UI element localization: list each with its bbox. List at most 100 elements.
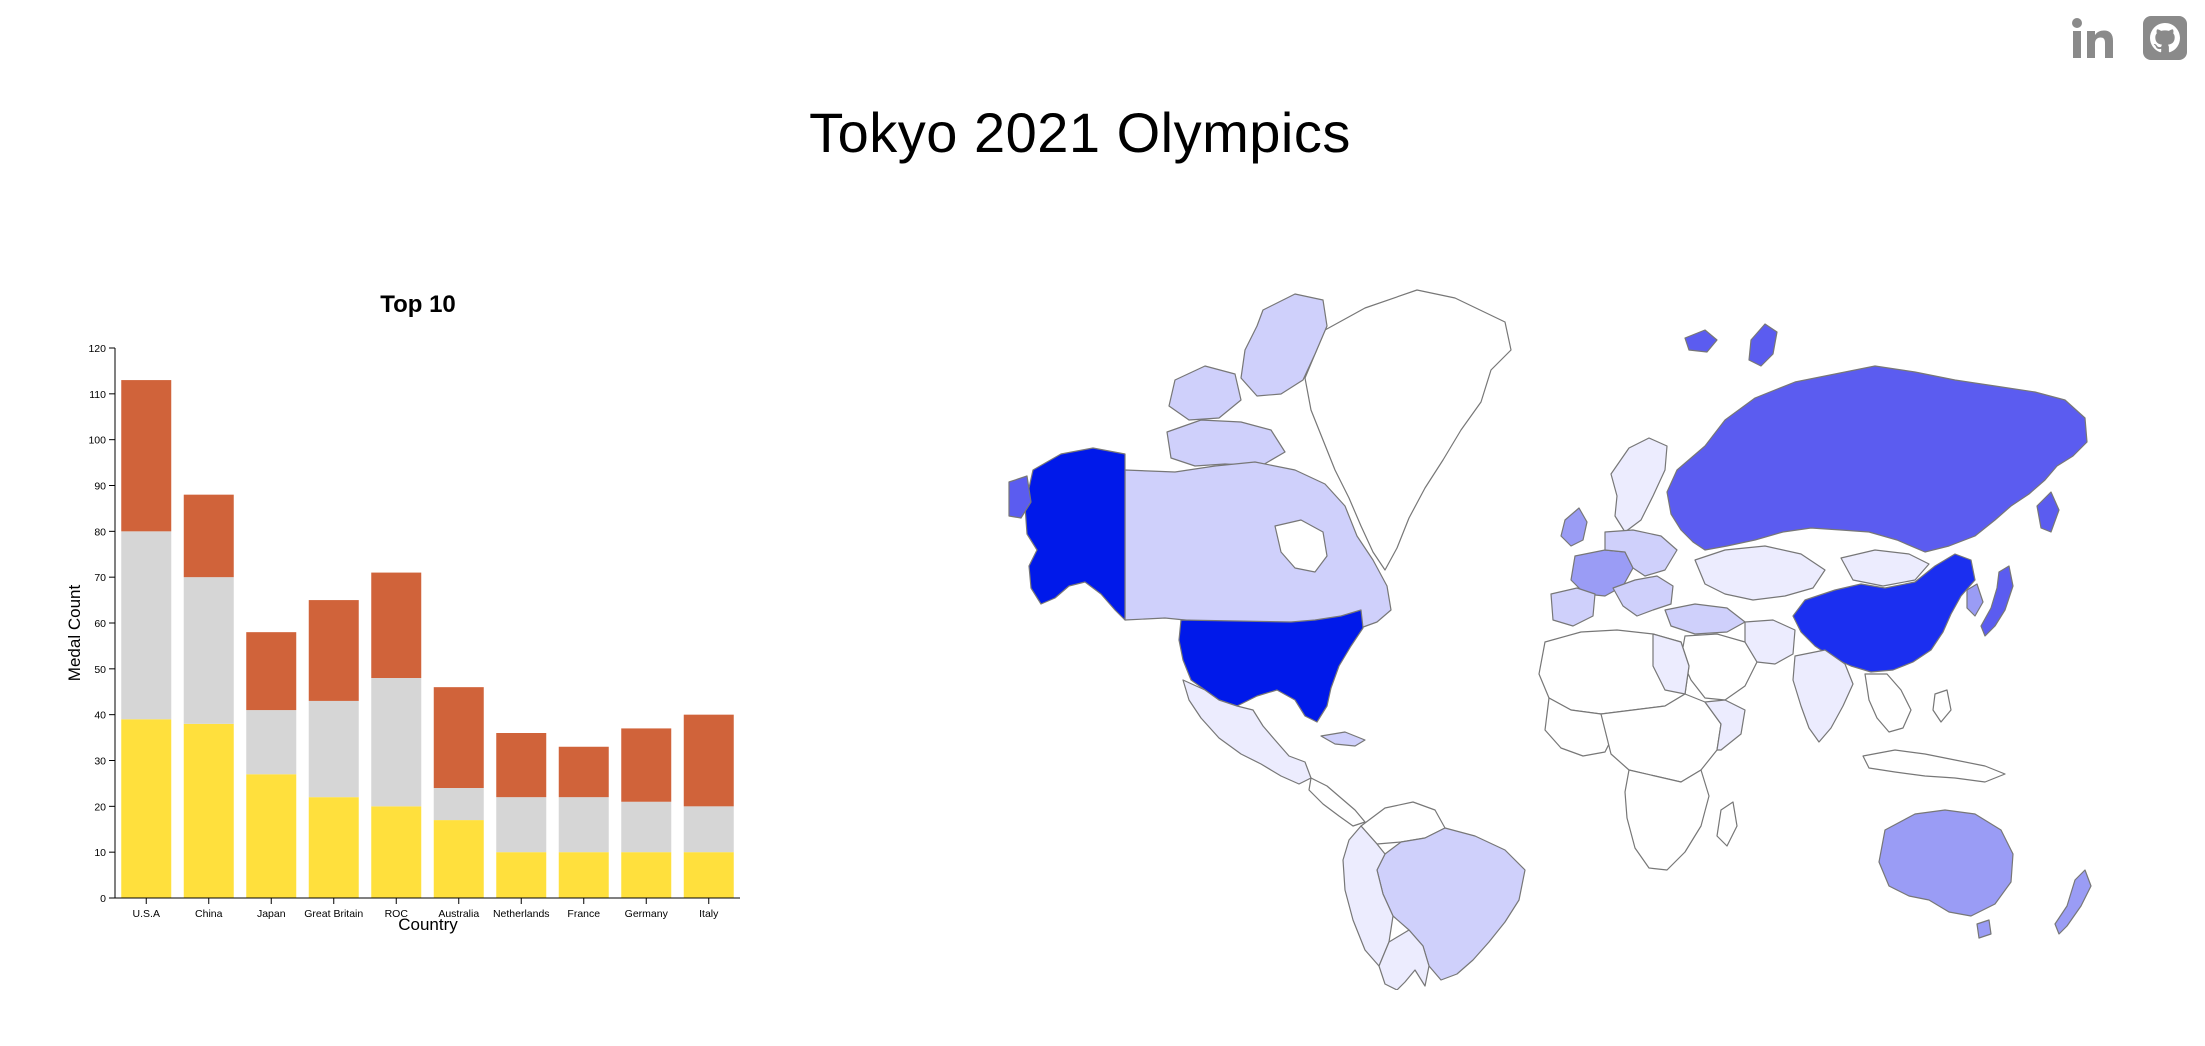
- x-tick-label: Italy: [699, 908, 719, 920]
- map-region-usa[interactable]: [1178, 609, 1364, 723]
- map-region-mongolia[interactable]: [1840, 549, 1930, 587]
- map-region-southeast-asia[interactable]: [1864, 673, 1912, 733]
- map-region-scandinavia[interactable]: [1610, 437, 1668, 533]
- map-region-madagascar[interactable]: [1716, 801, 1738, 847]
- y-tick-label: 120: [88, 343, 106, 355]
- map-region-east-africa[interactable]: [1704, 699, 1746, 751]
- map-region-alaska[interactable]: [1024, 447, 1126, 621]
- world-map: [1008, 289, 2092, 990]
- map-region-kamchatka[interactable]: [2036, 491, 2060, 533]
- bar-segment[interactable]: [183, 494, 234, 578]
- y-tick-label: 60: [94, 618, 106, 630]
- map-region-new-zealand[interactable]: [2054, 869, 2092, 935]
- bar-segment[interactable]: [558, 852, 609, 898]
- bar-segment[interactable]: [183, 577, 234, 724]
- map-region-novaya-zemlya[interactable]: [1748, 323, 1778, 367]
- map-region-italy-balkans[interactable]: [1612, 575, 1674, 617]
- bar-segment[interactable]: [683, 852, 734, 898]
- bar-segment[interactable]: [183, 723, 234, 898]
- map-region-iberia[interactable]: [1550, 587, 1596, 627]
- map-region-tasmania[interactable]: [1976, 919, 1992, 939]
- map-region-arctic-islands-west[interactable]: [1168, 365, 1242, 421]
- map-region-west-africa[interactable]: [1544, 697, 1616, 757]
- y-tick-label: 100: [88, 435, 106, 447]
- bar-segment[interactable]: [683, 714, 734, 807]
- y-tick-label: 40: [94, 710, 106, 722]
- map-region-cuba[interactable]: [1320, 731, 1366, 747]
- bar-segment[interactable]: [433, 820, 484, 898]
- social-links: [2071, 16, 2187, 60]
- x-tick-label: Netherlands: [493, 908, 550, 920]
- x-tick-label: Great Britain: [304, 908, 363, 920]
- y-tick-label: 10: [94, 847, 106, 859]
- x-tick-label: China: [195, 908, 223, 920]
- bar-segment[interactable]: [683, 806, 734, 853]
- map-countries-group: [1008, 289, 2092, 990]
- bar-segment[interactable]: [308, 600, 359, 701]
- map-region-australia[interactable]: [1878, 809, 2014, 917]
- bar-segment[interactable]: [558, 797, 609, 853]
- bar-segment[interactable]: [308, 797, 359, 898]
- bar-segment[interactable]: [621, 852, 672, 898]
- bar-segment[interactable]: [496, 797, 547, 853]
- map-region-russia[interactable]: [1666, 365, 2088, 553]
- y-tick-label: 30: [94, 756, 106, 768]
- x-tick-label: Japan: [257, 908, 286, 920]
- bar-segment[interactable]: [496, 733, 547, 798]
- bar-segment[interactable]: [246, 632, 297, 711]
- bar-segment[interactable]: [246, 774, 297, 898]
- x-axis: U.S.A China Japan Great Britain ROC Australia…: [115, 897, 740, 920]
- y-tick-label: 110: [89, 389, 106, 401]
- y-axis: 0 10 20 30 40 50 60 70 80 90 100 110 120: [88, 343, 116, 905]
- bar-segment[interactable]: [121, 719, 172, 898]
- map-region-turkey-caucasus[interactable]: [1664, 603, 1746, 635]
- map-region-central-america[interactable]: [1308, 777, 1366, 827]
- map-region-central-europe[interactable]: [1604, 529, 1678, 577]
- map-region-iran[interactable]: [1744, 619, 1796, 665]
- map-region-mexico[interactable]: [1182, 679, 1312, 785]
- bar-segment[interactable]: [433, 687, 484, 788]
- bar-segment[interactable]: [371, 572, 422, 678]
- map-region-philippines[interactable]: [1932, 689, 1952, 723]
- y-tick-label: 50: [94, 664, 106, 676]
- map-region-korea[interactable]: [1966, 583, 1984, 617]
- linkedin-icon[interactable]: [2071, 16, 2115, 60]
- bar-segment[interactable]: [433, 788, 484, 821]
- x-tick-label: Australia: [438, 908, 479, 920]
- y-tick-label: 0: [100, 893, 106, 905]
- map-region-greenland[interactable]: [1304, 289, 1512, 571]
- bar-segment[interactable]: [371, 806, 422, 898]
- medal-bar-chart: Top 10 0 10 20 30 40 50 60 70 80 90 100 110 120 U.S.…: [65, 291, 740, 934]
- bars-group: [121, 380, 734, 898]
- map-region-kazakhstan[interactable]: [1694, 545, 1826, 601]
- y-tick-label: 70: [94, 572, 106, 584]
- bar-segment[interactable]: [121, 531, 172, 720]
- map-region-alaska-west-tip[interactable]: [1008, 475, 1032, 519]
- bar-segment[interactable]: [621, 801, 672, 853]
- map-region-hudson-bay: [1274, 519, 1328, 573]
- y-tick-label: 80: [94, 526, 106, 538]
- map-region-indonesia[interactable]: [1862, 749, 2006, 783]
- map-region-argentina-chile[interactable]: [1378, 929, 1430, 990]
- y-tick-label: 90: [94, 481, 106, 493]
- bar-segment[interactable]: [308, 700, 359, 798]
- map-region-arctic-islands-south[interactable]: [1166, 419, 1286, 467]
- map-region-arctic-islands[interactable]: [1240, 293, 1328, 397]
- bar-segment[interactable]: [121, 380, 172, 532]
- bar-segment[interactable]: [621, 728, 672, 802]
- y-tick-label: 20: [94, 801, 106, 813]
- map-region-uk[interactable]: [1560, 507, 1588, 547]
- map-region-india[interactable]: [1792, 649, 1854, 743]
- x-tick-label: U.S.A: [133, 908, 160, 920]
- bar-segment[interactable]: [558, 746, 609, 798]
- chart-title: Top 10: [380, 291, 456, 318]
- map-region-svalbard[interactable]: [1684, 329, 1718, 353]
- github-icon[interactable]: [2143, 16, 2187, 60]
- map-region-southern-africa[interactable]: [1624, 769, 1710, 871]
- bar-segment[interactable]: [496, 852, 547, 898]
- map-region-japan[interactable]: [1980, 565, 2014, 637]
- bar-segment[interactable]: [246, 710, 297, 775]
- y-axis-label: Medal Count: [65, 585, 84, 682]
- x-tick-label: ROC: [385, 908, 409, 920]
- bar-segment[interactable]: [371, 678, 422, 807]
